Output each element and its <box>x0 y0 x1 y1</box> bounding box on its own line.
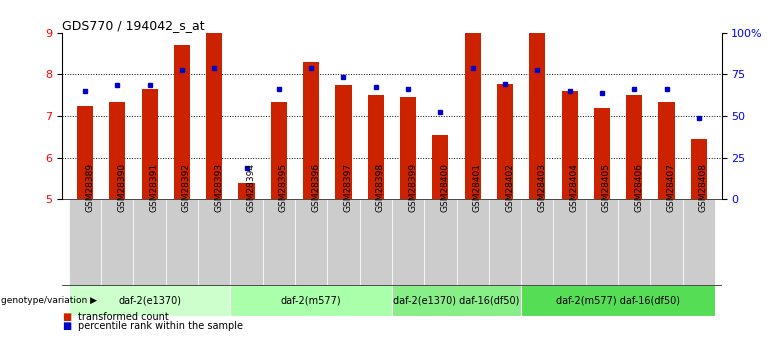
Text: GSM28404: GSM28404 <box>569 164 579 213</box>
Bar <box>141 89 158 199</box>
Text: GSM28393: GSM28393 <box>215 163 223 213</box>
Bar <box>562 91 578 199</box>
Bar <box>651 199 682 285</box>
Bar <box>230 285 392 316</box>
Text: GSM28391: GSM28391 <box>150 163 158 213</box>
Text: transformed count: transformed count <box>78 313 168 322</box>
Bar <box>77 106 93 199</box>
Bar <box>497 83 513 199</box>
Text: GSM28402: GSM28402 <box>505 164 514 213</box>
Text: GSM28389: GSM28389 <box>85 163 94 213</box>
Bar <box>295 199 328 285</box>
Bar <box>271 101 287 199</box>
Text: GSM28407: GSM28407 <box>667 164 675 213</box>
Bar <box>465 33 480 199</box>
Bar <box>303 62 319 199</box>
Bar <box>230 199 263 285</box>
Text: GSM28390: GSM28390 <box>117 163 126 213</box>
Text: GSM28408: GSM28408 <box>699 164 708 213</box>
Bar <box>69 285 230 316</box>
Bar <box>489 199 521 285</box>
Text: GSM28405: GSM28405 <box>602 164 611 213</box>
Bar <box>682 199 715 285</box>
Text: GSM28397: GSM28397 <box>343 163 353 213</box>
Bar <box>530 33 545 199</box>
Bar <box>69 199 101 285</box>
Text: daf-2(e1370) daf-16(df50): daf-2(e1370) daf-16(df50) <box>393 296 519 306</box>
Bar <box>586 199 618 285</box>
Text: GSM28400: GSM28400 <box>441 164 449 213</box>
Text: GSM28403: GSM28403 <box>537 164 546 213</box>
Bar <box>626 95 643 199</box>
Bar <box>335 85 352 199</box>
Text: GSM28396: GSM28396 <box>311 163 320 213</box>
Bar <box>198 199 230 285</box>
Bar <box>521 285 715 316</box>
Text: percentile rank within the sample: percentile rank within the sample <box>78 321 243 331</box>
Bar <box>594 108 610 199</box>
Bar <box>166 199 198 285</box>
Text: GDS770 / 194042_s_at: GDS770 / 194042_s_at <box>62 19 205 32</box>
Bar <box>424 199 456 285</box>
Bar <box>101 199 133 285</box>
Bar <box>392 285 521 316</box>
Bar <box>328 199 360 285</box>
Bar <box>133 199 166 285</box>
Text: ■: ■ <box>62 313 72 322</box>
Bar <box>400 97 417 199</box>
Text: genotype/variation ▶: genotype/variation ▶ <box>1 296 97 305</box>
Bar <box>392 199 424 285</box>
Bar <box>618 199 651 285</box>
Bar <box>691 139 707 199</box>
Bar <box>263 199 295 285</box>
Bar <box>109 101 126 199</box>
Bar <box>367 95 384 199</box>
Text: daf-2(m577) daf-16(df50): daf-2(m577) daf-16(df50) <box>556 296 680 306</box>
Bar <box>174 45 190 199</box>
Bar <box>360 199 392 285</box>
Text: GSM28398: GSM28398 <box>376 163 385 213</box>
Bar <box>521 199 554 285</box>
Text: ■: ■ <box>62 321 72 331</box>
Text: GSM28394: GSM28394 <box>246 164 256 213</box>
Text: GSM28406: GSM28406 <box>634 164 644 213</box>
Bar <box>432 135 448 199</box>
Text: daf-2(m577): daf-2(m577) <box>281 296 342 306</box>
Text: GSM28392: GSM28392 <box>182 164 191 213</box>
Bar <box>239 183 254 199</box>
Text: GSM28399: GSM28399 <box>408 163 417 213</box>
Bar <box>554 199 586 285</box>
Text: daf-2(e1370): daf-2(e1370) <box>118 296 181 306</box>
Text: GSM28401: GSM28401 <box>473 164 482 213</box>
Bar <box>658 101 675 199</box>
Bar <box>456 199 489 285</box>
Text: GSM28395: GSM28395 <box>279 163 288 213</box>
Bar <box>206 33 222 199</box>
